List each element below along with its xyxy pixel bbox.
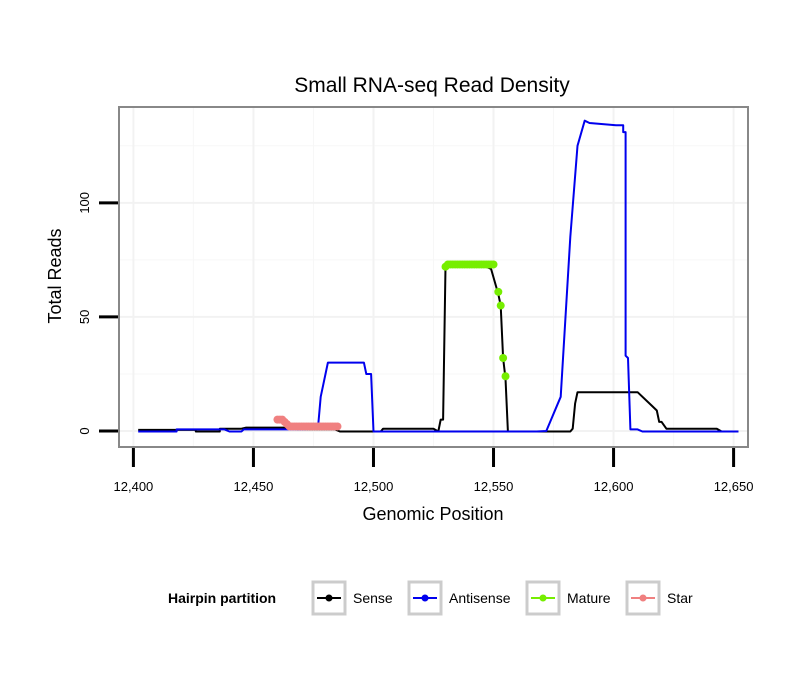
point-star	[333, 422, 342, 431]
legend-item-sense: Sense	[311, 580, 393, 616]
series-antisense	[138, 119, 739, 433]
x-tick-label: 12,450	[234, 479, 274, 494]
legend-title: Hairpin partition	[168, 590, 276, 606]
legend-key-point	[639, 594, 647, 602]
legend-key-point	[421, 594, 429, 602]
legend-label: Star	[667, 590, 693, 606]
y-tick-label: 50	[77, 310, 92, 324]
series-star	[273, 415, 342, 431]
y-tick-label: 100	[77, 192, 92, 214]
y-axis: 0 50 100	[77, 192, 118, 435]
point-mature	[494, 287, 503, 296]
series-mature	[441, 260, 510, 381]
x-axis-title: Genomic Position	[362, 504, 503, 524]
series-line-antisense	[138, 119, 739, 433]
legend-label: Mature	[567, 590, 611, 606]
legend-key-point	[325, 594, 333, 602]
y-tick-label: 0	[77, 427, 92, 434]
point-mature	[501, 372, 510, 381]
chart-title: Small RNA-seq Read Density	[294, 74, 570, 97]
plot-panel	[118, 106, 749, 448]
series-layer	[138, 119, 739, 433]
legend-key-point	[539, 594, 547, 602]
legend-item-star: Star	[625, 580, 693, 616]
point-mature	[499, 354, 508, 363]
legend-item-antisense: Antisense	[407, 580, 511, 616]
legend-label: Antisense	[449, 590, 511, 606]
x-tick-label: 12,650	[714, 479, 754, 494]
y-axis-title: Total Reads	[45, 228, 65, 323]
grid-minor	[119, 107, 748, 447]
legend: Hairpin partition Sense Antisense Mature St…	[168, 580, 693, 616]
point-mature	[496, 301, 505, 310]
x-axis: 12,400 12,450 12,500 12,550 12,600 12,650	[114, 448, 754, 494]
x-tick-label: 12,500	[354, 479, 394, 494]
x-tick-label: 12,550	[474, 479, 514, 494]
plot-border	[118, 106, 749, 448]
legend-item-mature: Mature	[525, 580, 611, 616]
legend-label: Sense	[353, 590, 393, 606]
x-tick-label: 12,600	[594, 479, 634, 494]
legend-items: Sense Antisense Mature Star	[311, 580, 693, 616]
point-mature	[489, 260, 498, 269]
x-tick-label: 12,400	[114, 479, 154, 494]
